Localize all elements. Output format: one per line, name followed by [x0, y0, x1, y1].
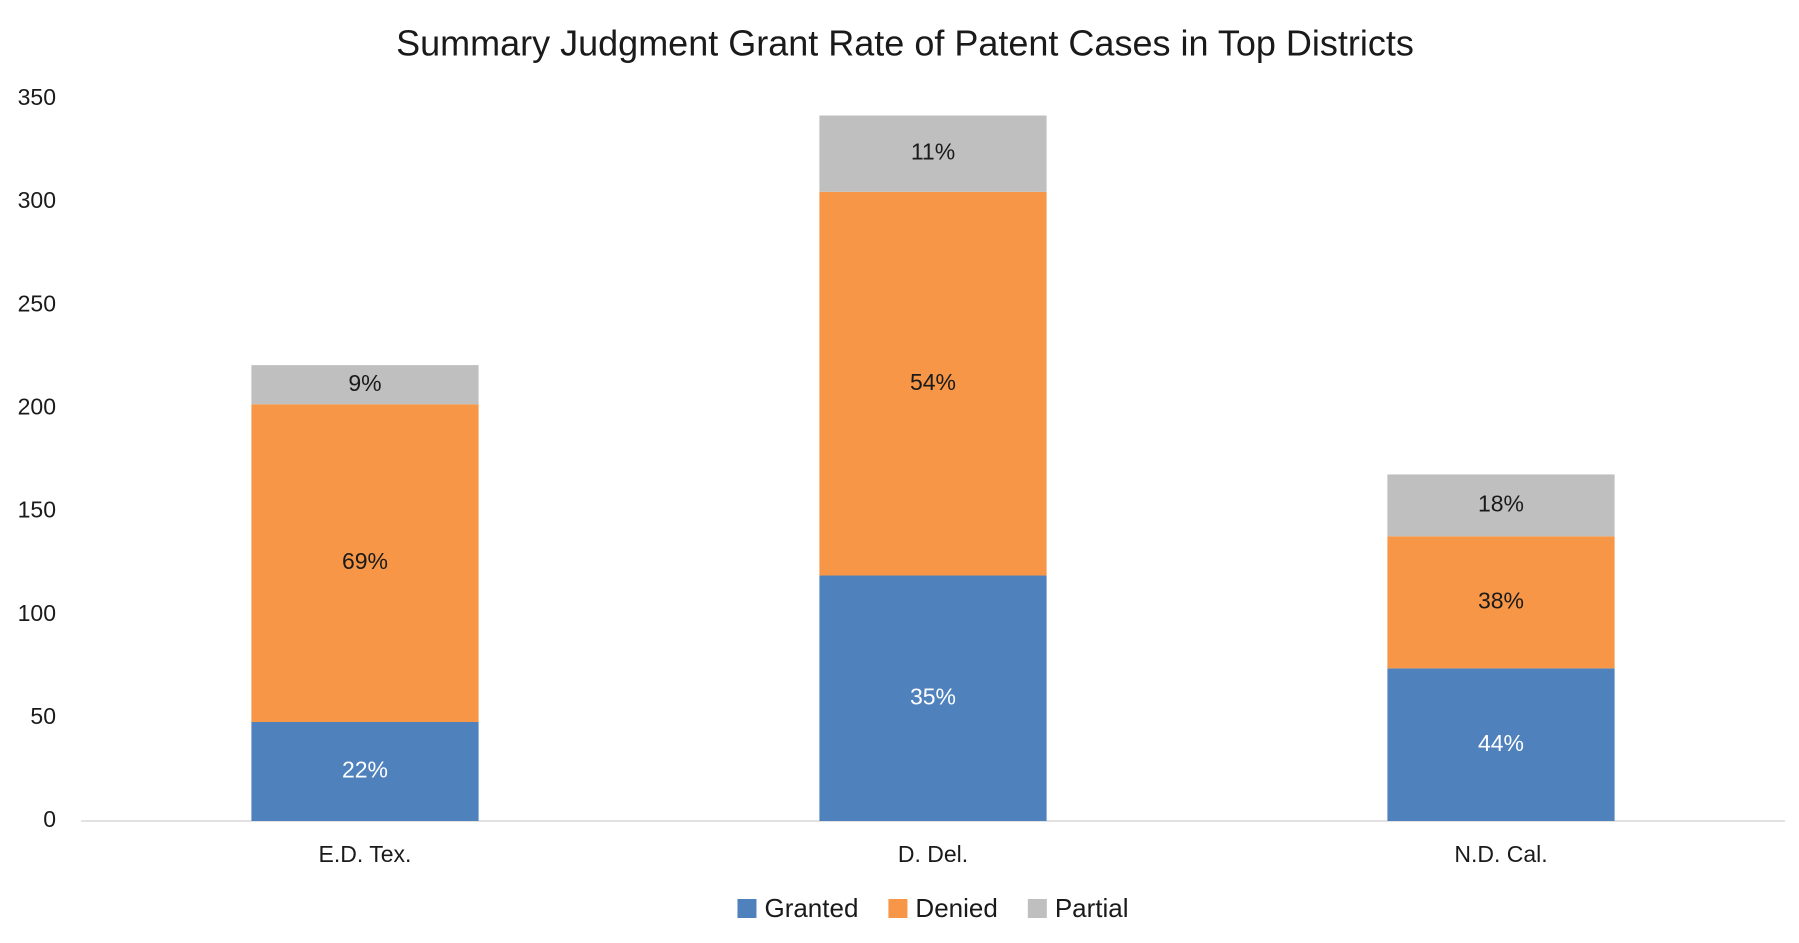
data-label: 22% — [342, 757, 388, 783]
x-tick-label: E.D. Tex. — [319, 841, 412, 867]
data-label: 35% — [910, 683, 956, 709]
data-label: 44% — [1478, 730, 1524, 756]
x-tick-label: N.D. Cal. — [1454, 841, 1547, 867]
y-tick-label: 100 — [18, 600, 56, 626]
data-label: 9% — [348, 370, 381, 396]
data-label: 18% — [1478, 490, 1524, 516]
x-tick-label: D. Del. — [898, 841, 968, 867]
chart: Summary Judgment Grant Rate of Patent Ca… — [0, 0, 1799, 943]
legend-swatch — [888, 899, 907, 918]
y-tick-label: 350 — [18, 84, 56, 110]
legend-swatch — [1028, 899, 1047, 918]
data-label: 11% — [911, 139, 955, 165]
y-tick-label: 300 — [18, 187, 56, 213]
legend-label: Granted — [764, 893, 858, 923]
y-tick-label: 0 — [43, 806, 56, 832]
legend-swatch — [737, 899, 756, 918]
data-label: 54% — [910, 369, 956, 395]
data-label: 69% — [342, 548, 388, 574]
y-tick-label: 250 — [18, 290, 56, 316]
y-tick-label: 150 — [18, 497, 56, 523]
y-tick-label: 50 — [30, 703, 56, 729]
legend-label: Denied — [915, 893, 997, 923]
legend-label: Partial — [1055, 893, 1129, 923]
y-tick-label: 200 — [18, 394, 56, 420]
data-label: 38% — [1478, 587, 1524, 613]
chart-title: Summary Judgment Grant Rate of Patent Ca… — [396, 23, 1414, 64]
